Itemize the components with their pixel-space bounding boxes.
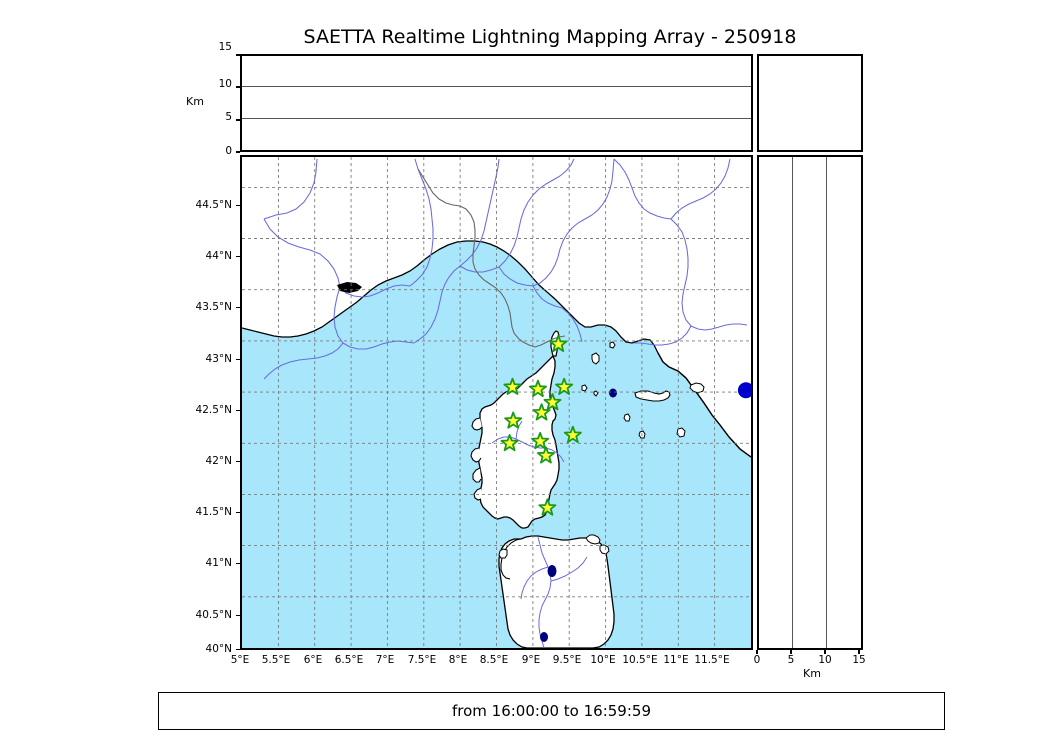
lma-station-marker xyxy=(531,431,550,450)
top-ytick-0: 0 xyxy=(225,145,232,157)
map-xtick-9-5: 9.5°E xyxy=(552,654,582,666)
map-ytickmark-43 xyxy=(236,359,240,361)
map-ytick-41: 41°N xyxy=(205,557,232,569)
top-tickmark-15 xyxy=(236,54,240,56)
top-tickmark-10 xyxy=(236,86,240,88)
lma-station-markers xyxy=(500,334,582,516)
right-xtick-0: 0 xyxy=(753,654,761,666)
map-ytickmark-40-5 xyxy=(236,615,240,617)
right-xtickmark-15 xyxy=(858,650,860,654)
map-ytickmark-44-5 xyxy=(236,205,240,207)
map-xtick-8-5: 8.5°E xyxy=(479,654,509,666)
map-ytick-42-5: 42.5°N xyxy=(195,404,232,416)
right-xtickmark-0 xyxy=(756,650,758,654)
map-ytick-43: 43°N xyxy=(205,353,232,365)
lma-station-marker xyxy=(538,498,557,516)
status-bar-text: from 16:00:00 to 16:59:59 xyxy=(451,702,651,720)
map-ytick-40-5: 40.5°N xyxy=(195,609,232,621)
map-xtick-9: 9°E xyxy=(521,654,541,666)
top-ytick-10: 10 xyxy=(218,78,232,90)
right-axis-label-km: Km xyxy=(803,667,821,680)
map-xtick-6: 6°E xyxy=(303,654,323,666)
lma-station-marker xyxy=(500,434,519,452)
lma-station-marker xyxy=(549,334,568,352)
map-panel[interactable] xyxy=(240,155,753,650)
map-ytickmark-42-5 xyxy=(236,410,240,412)
top-tickmark-0 xyxy=(236,151,240,153)
right-panel-gridline-10 xyxy=(826,157,827,648)
map-ytickmark-42 xyxy=(236,461,240,463)
map-xtick-11-5: 11.5°E xyxy=(694,654,730,666)
map-xtick-11: 11°E xyxy=(663,654,689,666)
page-title: SAETTA Realtime Lightning Mapping Array … xyxy=(303,26,797,48)
map-ytick-44-5: 44.5°N xyxy=(195,199,232,211)
top-projection-panel xyxy=(240,54,753,152)
map-ytick-44: 44°N xyxy=(205,250,232,262)
right-xtick-5: 5 xyxy=(787,654,795,666)
top-panel-gridline-10 xyxy=(242,86,751,87)
right-xtickmark-10 xyxy=(824,650,826,654)
lma-station-marker xyxy=(563,425,582,444)
map-xtick-10: 10°E xyxy=(590,654,616,666)
map-ytickmark-40 xyxy=(236,649,240,651)
right-xtick-15: 15 xyxy=(852,654,866,666)
map-ytickmark-44 xyxy=(236,256,240,258)
top-ytick-15: 15 xyxy=(218,41,232,53)
map-ytick-42: 42°N xyxy=(205,455,232,467)
lma-station-marker xyxy=(528,379,547,397)
right-projection-panel xyxy=(757,155,863,650)
top-ytick-5: 5 xyxy=(225,111,232,123)
map-xtick-7: 7°E xyxy=(375,654,395,666)
map-xtick-8: 8°E xyxy=(448,654,468,666)
map-ytickmark-43-5 xyxy=(236,307,240,309)
map-ytick-40: 40°N xyxy=(205,643,232,655)
lma-station-marker xyxy=(504,411,523,429)
corner-panel xyxy=(757,54,863,152)
map-xtick-6-5: 6.5°E xyxy=(334,654,364,666)
map-xtick-5-5: 5.5°E xyxy=(261,654,291,666)
lma-station-marker xyxy=(543,393,562,411)
lma-station-marker xyxy=(503,377,522,395)
map-ytick-41-5: 41.5°N xyxy=(195,506,232,518)
status-bar: from 16:00:00 to 16:59:59 xyxy=(158,692,945,730)
top-panel-gridline-5 xyxy=(242,118,751,119)
map-dot-marker xyxy=(737,382,751,399)
top-tickmark-5 xyxy=(236,119,240,121)
right-xtick-10: 10 xyxy=(818,654,832,666)
map-xtick-7-5: 7.5°E xyxy=(407,654,437,666)
map-graphics xyxy=(242,157,751,648)
map-xtick-5: 5°E xyxy=(230,654,250,666)
lma-station-marker xyxy=(555,377,574,395)
right-panel-gridline-5 xyxy=(792,157,793,648)
map-ytickmark-41 xyxy=(236,563,240,565)
lma-station-marker xyxy=(536,446,555,464)
top-axis-label-km: Km xyxy=(186,95,204,108)
lma-station-marker xyxy=(532,403,551,421)
map-ytickmark-41-5 xyxy=(236,512,240,514)
map-xtick-10-5: 10.5°E xyxy=(622,654,658,666)
map-ytick-43-5: 43.5°N xyxy=(195,301,232,313)
right-xtickmark-5 xyxy=(790,650,792,654)
map-dot-markers xyxy=(737,382,751,399)
